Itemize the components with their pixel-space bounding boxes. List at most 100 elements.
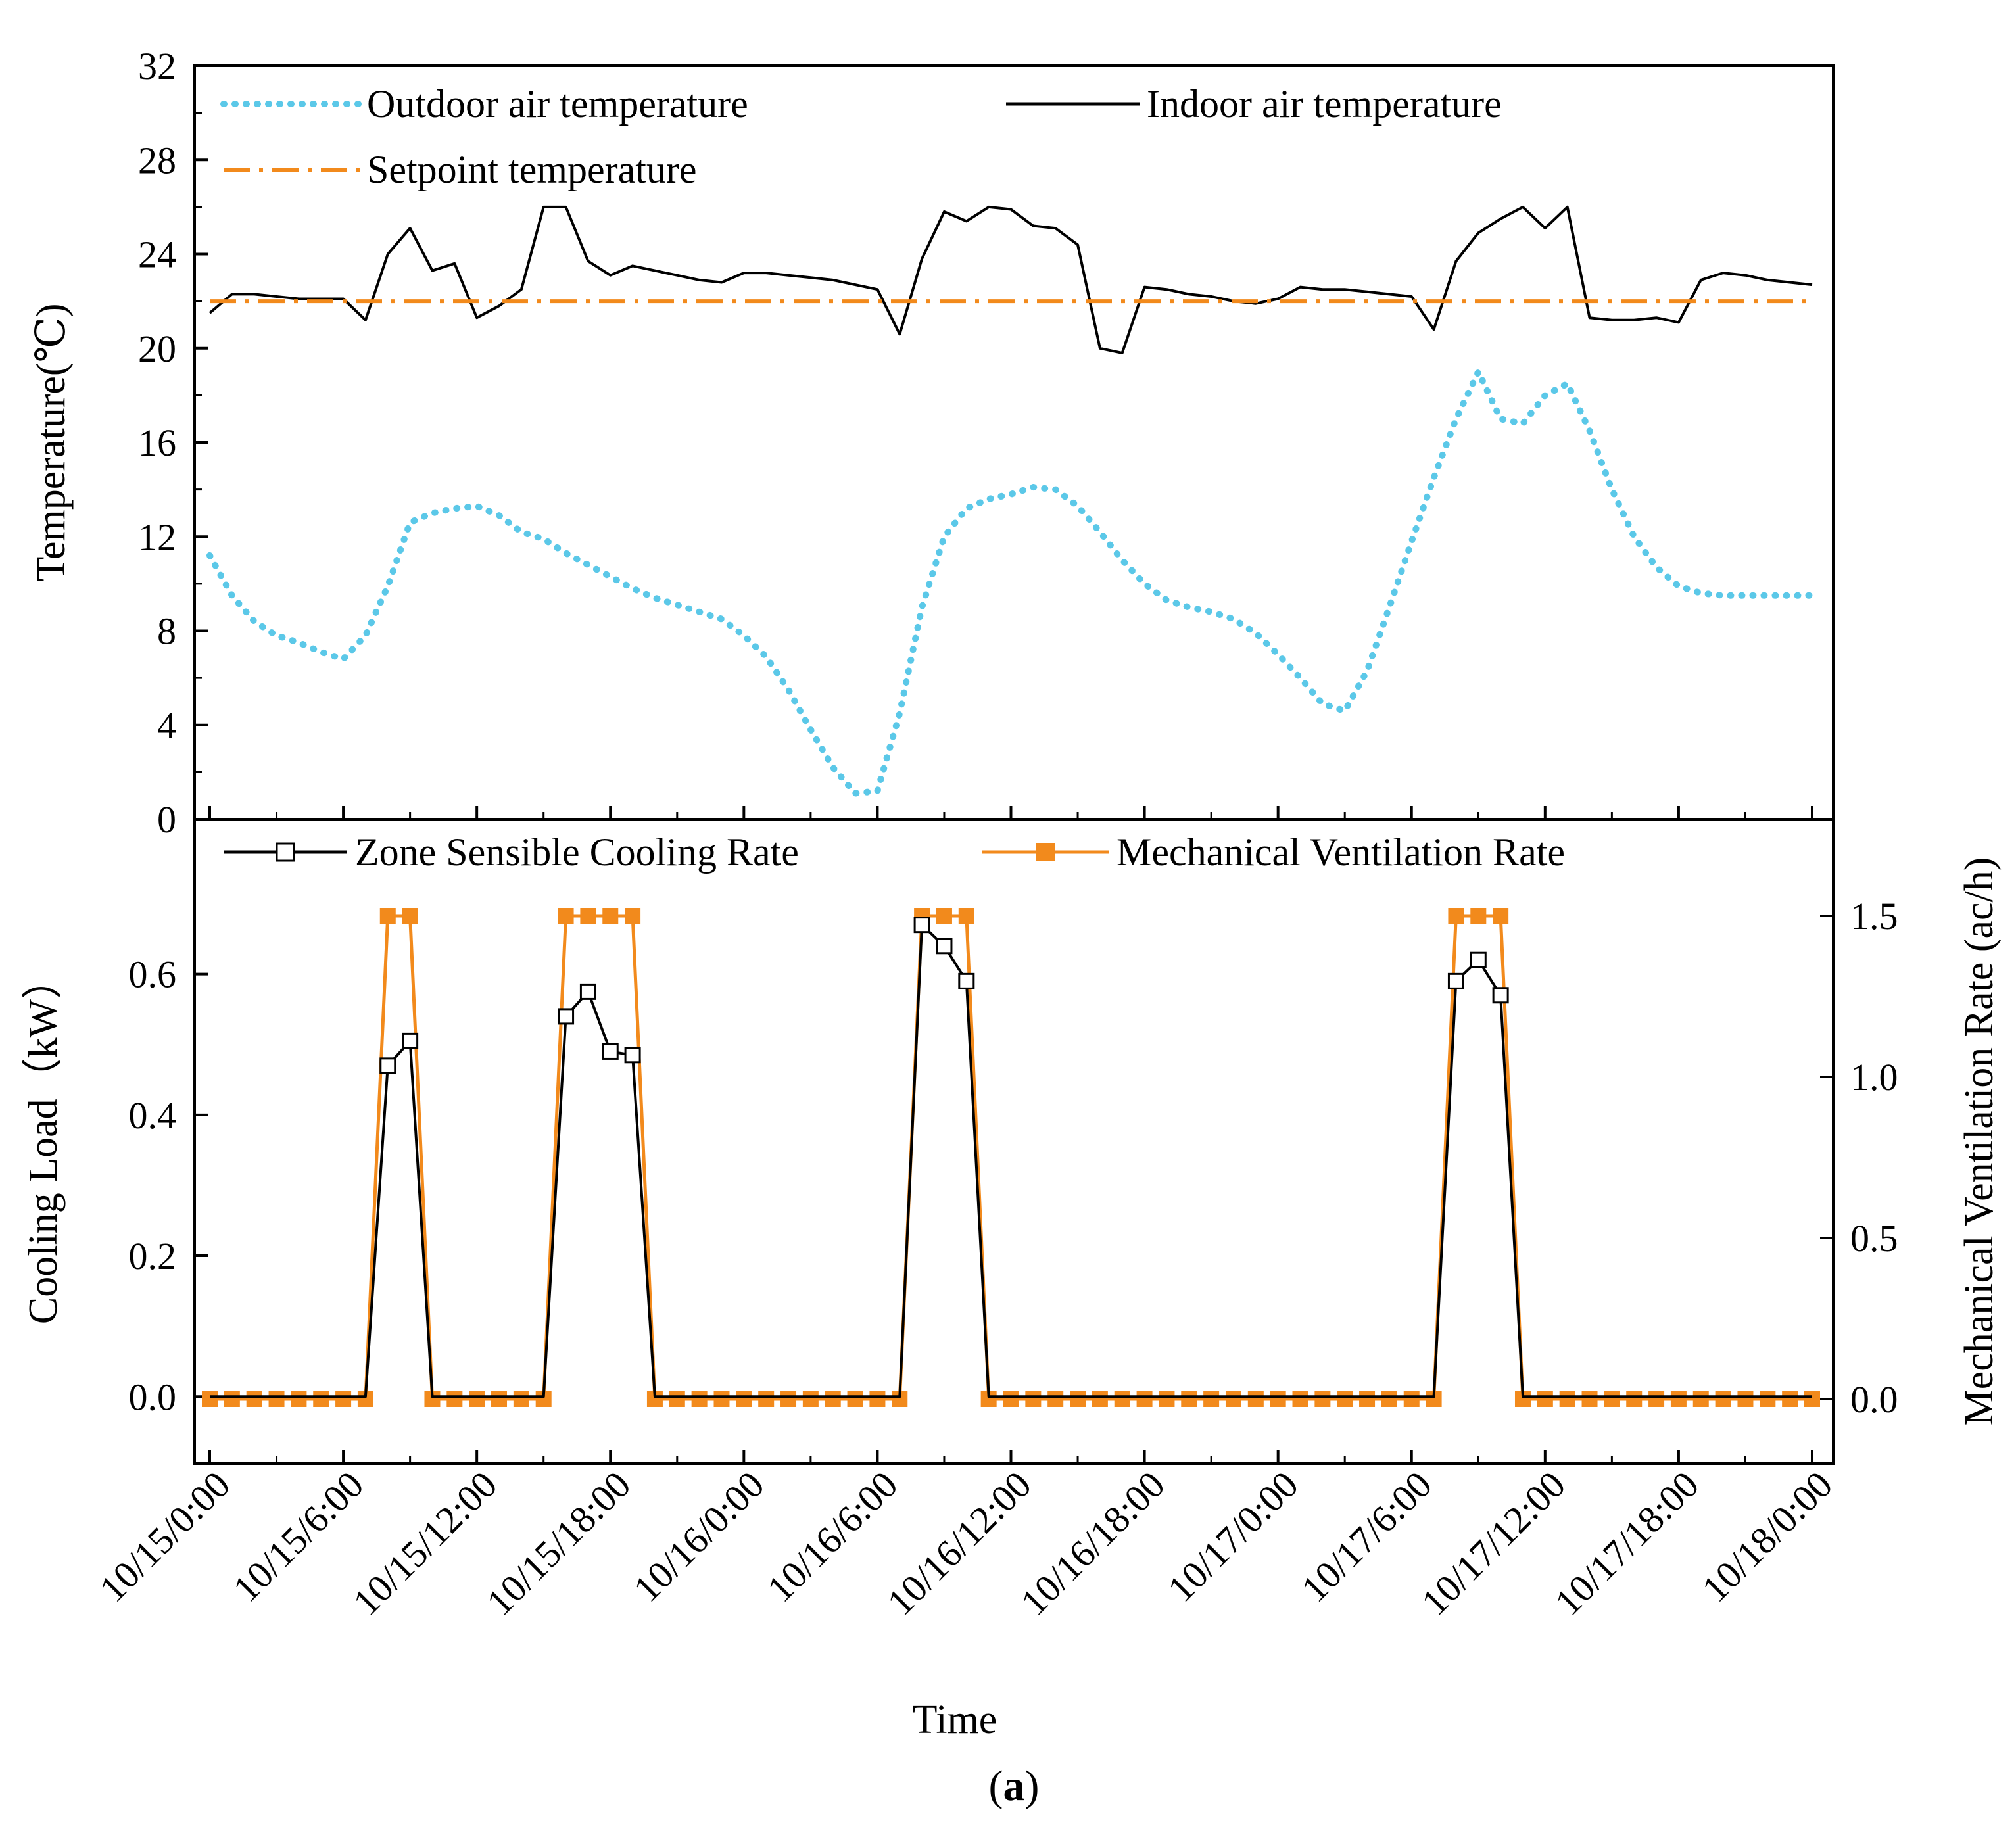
mechanical-ventilation-marker xyxy=(1247,1391,1264,1407)
mechanical-ventilation-marker xyxy=(1715,1391,1731,1407)
mechanical-ventilation-marker xyxy=(1559,1391,1575,1407)
zone-sensible-cooling-marker xyxy=(958,972,975,989)
mechanical-ventilation-marker xyxy=(268,1391,285,1407)
mechanical-ventilation-marker xyxy=(291,1391,307,1407)
mechanical-ventilation-marker xyxy=(1359,1391,1376,1407)
mechanical-ventilation-marker xyxy=(1448,908,1464,924)
mechanical-ventilation-marker xyxy=(513,1391,529,1407)
temperature-legend: Outdoor air temperature Indoor air tempe… xyxy=(220,82,1502,191)
time-x-axis-title: Time xyxy=(913,1698,997,1742)
mechanical-ventilation-marker xyxy=(224,1391,240,1407)
mechanical-ventilation-marker xyxy=(580,908,596,924)
temperature-y-tick-label: 24 xyxy=(138,233,176,276)
mechanical-ventilation-marker xyxy=(1403,1391,1420,1407)
mechanical-ventilation-marker xyxy=(1604,1391,1620,1407)
ventilation-y-ticks: 0.0 0.5 1.0 1.5 xyxy=(1820,895,1898,1421)
mechanical-ventilation-marker xyxy=(1648,1391,1665,1407)
ventilation-y-tick-label: 0.0 xyxy=(1850,1378,1898,1421)
mechanical-ventilation-marker xyxy=(246,1391,262,1407)
ventilation-y-tick-label: 1.0 xyxy=(1850,1056,1898,1099)
mechanical-ventilation-marker xyxy=(446,1391,463,1407)
mechanical-ventilation-marker xyxy=(758,1391,775,1407)
zone-sensible-cooling-marker xyxy=(602,1043,619,1060)
legend-ventilation-marker xyxy=(1036,843,1055,861)
legend-setpoint-label: Setpoint temperature xyxy=(367,148,697,191)
zone-sensible-cooling-marker xyxy=(624,1047,641,1064)
mechanical-ventilation-marker xyxy=(825,1391,841,1407)
legend-cooling-label: Zone Sensible Cooling Rate xyxy=(355,830,799,874)
mechanical-ventilation-marker xyxy=(469,1391,485,1407)
mechanical-ventilation-marker xyxy=(1470,908,1487,924)
temperature-y-tick-label: 20 xyxy=(138,327,176,370)
zone-sensible-cooling-marker xyxy=(558,1008,575,1025)
mechanical-ventilation-marker xyxy=(691,1391,708,1407)
mechanical-ventilation-marker xyxy=(1203,1391,1220,1407)
cooling-y-tick-label: 0.2 xyxy=(129,1235,177,1277)
zone-sensible-cooling-marker xyxy=(402,1032,419,1049)
ventilation-y-axis-title: Mechanical Ventilation Rate (ac/h) xyxy=(1957,857,2002,1426)
mechanical-ventilation-marker xyxy=(313,1391,329,1407)
mechanical-ventilation-marker xyxy=(1782,1391,1798,1407)
temperature-y-tick-label: 0 xyxy=(157,798,176,841)
mechanical-ventilation-marker xyxy=(1181,1391,1197,1407)
temperature-y-axis-title: Temperature(℃) xyxy=(29,303,74,581)
mechanical-ventilation-marker xyxy=(1760,1391,1776,1407)
cooling-series xyxy=(202,908,1820,1407)
mechanical-ventilation-marker xyxy=(402,908,418,924)
zone-sensible-cooling-marker xyxy=(379,1057,396,1074)
mechanical-ventilation-marker xyxy=(713,1391,730,1407)
mechanical-ventilation-marker xyxy=(1003,1391,1019,1407)
mechanical-ventilation-marker xyxy=(1159,1391,1175,1407)
mechanical-ventilation-marker xyxy=(780,1391,797,1407)
mechanical-ventilation-marker xyxy=(1070,1391,1086,1407)
mechanical-ventilation-marker xyxy=(1270,1391,1286,1407)
mechanical-ventilation-marker xyxy=(1114,1391,1130,1407)
mechanical-ventilation-marker xyxy=(335,1391,352,1407)
mechanical-ventilation-marker xyxy=(1804,1391,1820,1407)
temperature-y-tick-label: 8 xyxy=(157,610,176,653)
temperature-y-tick-label: 16 xyxy=(138,421,176,464)
temperature-y-ticks: 0 4 8 12 16 20 24 28 32 xyxy=(138,45,208,841)
ventilation-y-tick-label: 1.5 xyxy=(1850,895,1898,938)
mechanical-ventilation-marker xyxy=(379,908,396,924)
temperature-y-tick-label: 32 xyxy=(138,45,176,87)
zone-sensible-cooling-marker xyxy=(1447,972,1464,989)
mechanical-ventilation-marker xyxy=(558,908,574,924)
mechanical-ventilation-marker xyxy=(1136,1391,1153,1407)
mechanical-ventilation-marker xyxy=(1292,1391,1308,1407)
cooling-y-tick-label: 0.4 xyxy=(129,1094,177,1137)
ventilation-y-tick-label: 0.5 xyxy=(1850,1217,1898,1260)
cooling-y-tick-label: 0.0 xyxy=(129,1375,177,1418)
mechanical-ventilation-marker xyxy=(869,1391,886,1407)
mechanical-ventilation-marker xyxy=(1092,1391,1108,1407)
zone-sensible-cooling-marker xyxy=(1470,951,1487,968)
zone-sensible-cooling-marker xyxy=(936,938,953,955)
mechanical-ventilation-marker xyxy=(1581,1391,1598,1407)
mechanical-ventilation-marker xyxy=(1692,1391,1709,1407)
temperature-y-tick-label: 4 xyxy=(157,704,176,747)
legend-cooling-marker xyxy=(276,842,295,862)
caption-letter: a xyxy=(1003,1762,1025,1810)
zone-sensible-cooling-marker xyxy=(1492,987,1509,1004)
mechanical-ventilation-marker xyxy=(936,908,952,924)
legend-ventilation-label: Mechanical Ventilation Rate xyxy=(1116,830,1565,874)
mechanical-ventilation-marker xyxy=(802,1391,819,1407)
cooling-y-tick-label: 0.6 xyxy=(129,953,177,996)
mechanical-ventilation-marker xyxy=(1381,1391,1397,1407)
mechanical-ventilation-marker xyxy=(1626,1391,1643,1407)
cooling-y-axis-title: Cooling Load（kW） xyxy=(21,959,66,1324)
mechanical-ventilation-marker xyxy=(202,1391,218,1407)
mechanical-ventilation-marker xyxy=(1493,908,1509,924)
temperature-panel: 0 4 8 12 16 20 24 28 32 Temperature(℃) Outdoor a… xyxy=(29,45,1835,841)
legend-outdoor-label: Outdoor air temperature xyxy=(367,82,748,126)
figure-caption: (a) xyxy=(989,1762,1040,1810)
mechanical-ventilation-marker xyxy=(958,908,974,924)
mechanical-ventilation-marker xyxy=(1670,1391,1687,1407)
mechanical-ventilation-marker xyxy=(491,1391,508,1407)
mechanical-ventilation-marker xyxy=(1025,1391,1042,1407)
cooling-y-ticks: 0.0 0.2 0.4 0.6 xyxy=(129,953,208,1418)
caption-open-paren: ( xyxy=(989,1762,1003,1810)
zone-sensible-cooling-marker xyxy=(579,983,596,1000)
